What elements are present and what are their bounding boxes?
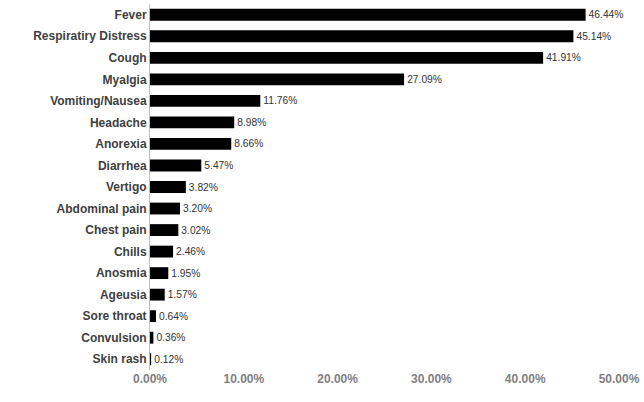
svg-text:Skin rash: Skin rash <box>93 352 147 366</box>
svg-text:Headache: Headache <box>90 116 147 130</box>
svg-text:1.57%: 1.57% <box>168 289 197 300</box>
svg-text:0.64%: 0.64% <box>159 311 188 322</box>
svg-text:0.12%: 0.12% <box>154 354 183 365</box>
svg-text:0.36%: 0.36% <box>156 332 185 343</box>
svg-text:8.98%: 8.98% <box>237 117 266 128</box>
svg-text:45.14%: 45.14% <box>576 31 611 42</box>
svg-text:1.95%: 1.95% <box>171 268 200 279</box>
svg-text:Vomiting/Nausea: Vomiting/Nausea <box>50 94 147 108</box>
svg-text:50.00%: 50.00% <box>599 372 640 386</box>
svg-text:Vertigo: Vertigo <box>106 180 147 194</box>
svg-text:Ageusia: Ageusia <box>100 288 147 302</box>
svg-text:Chills: Chills <box>114 245 147 259</box>
svg-text:Chest pain: Chest pain <box>85 223 146 237</box>
svg-text:27.09%: 27.09% <box>407 74 442 85</box>
svg-text:Convulsion: Convulsion <box>81 331 146 345</box>
svg-text:10.00%: 10.00% <box>223 372 264 386</box>
svg-text:40.00%: 40.00% <box>505 372 546 386</box>
svg-text:8.66%: 8.66% <box>234 138 263 149</box>
svg-text:Anorexia: Anorexia <box>95 137 147 151</box>
svg-text:0.00%: 0.00% <box>133 372 167 386</box>
svg-text:5.47%: 5.47% <box>204 160 233 171</box>
svg-text:46.44%: 46.44% <box>589 9 624 20</box>
svg-text:Anosmia: Anosmia <box>96 266 147 280</box>
svg-text:Fever: Fever <box>115 8 147 22</box>
svg-text:41.91%: 41.91% <box>546 52 581 63</box>
svg-text:11.76%: 11.76% <box>263 95 297 106</box>
svg-text:Diarrhea: Diarrhea <box>98 159 147 173</box>
svg-text:20.00%: 20.00% <box>317 372 358 386</box>
svg-text:Cough: Cough <box>109 51 147 65</box>
svg-text:Sore throat: Sore throat <box>83 309 147 323</box>
svg-text:Myalgia: Myalgia <box>103 73 147 87</box>
svg-text:3.20%: 3.20% <box>183 203 212 214</box>
svg-text:3.02%: 3.02% <box>181 225 210 236</box>
svg-text:2.46%: 2.46% <box>176 246 205 257</box>
svg-text:Respiratiry Distress: Respiratiry Distress <box>33 29 147 43</box>
svg-text:30.00%: 30.00% <box>411 372 452 386</box>
svg-text:3.82%: 3.82% <box>189 182 218 193</box>
svg-text:Abdominal pain: Abdominal pain <box>57 202 147 216</box>
